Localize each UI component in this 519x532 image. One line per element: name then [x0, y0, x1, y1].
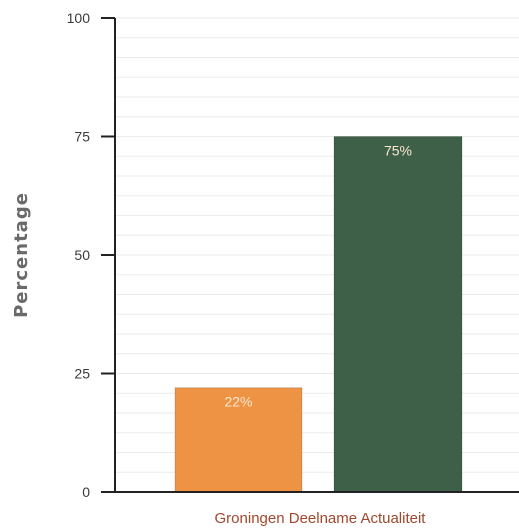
- axes: [101, 17, 519, 493]
- y-tick-label: 75: [74, 129, 90, 145]
- bars: [174, 136, 463, 493]
- x-axis-title: Groningen Deelname Actualiteit: [215, 510, 427, 527]
- bar-value-label: 22%: [224, 394, 252, 410]
- y-tick-labels: 0 25 50 75 100: [67, 10, 91, 500]
- y-tick-label: 25: [74, 366, 90, 382]
- y-tick-label: 0: [82, 484, 90, 500]
- bar-value-labels: 22% 75%: [224, 143, 412, 410]
- y-axis-title: Percentage: [11, 192, 32, 318]
- bar-value-label: 75%: [384, 143, 412, 159]
- y-tick-label: 50: [74, 247, 90, 263]
- bar: [174, 387, 303, 493]
- bar: [333, 136, 463, 493]
- y-tick-label: 100: [67, 10, 91, 26]
